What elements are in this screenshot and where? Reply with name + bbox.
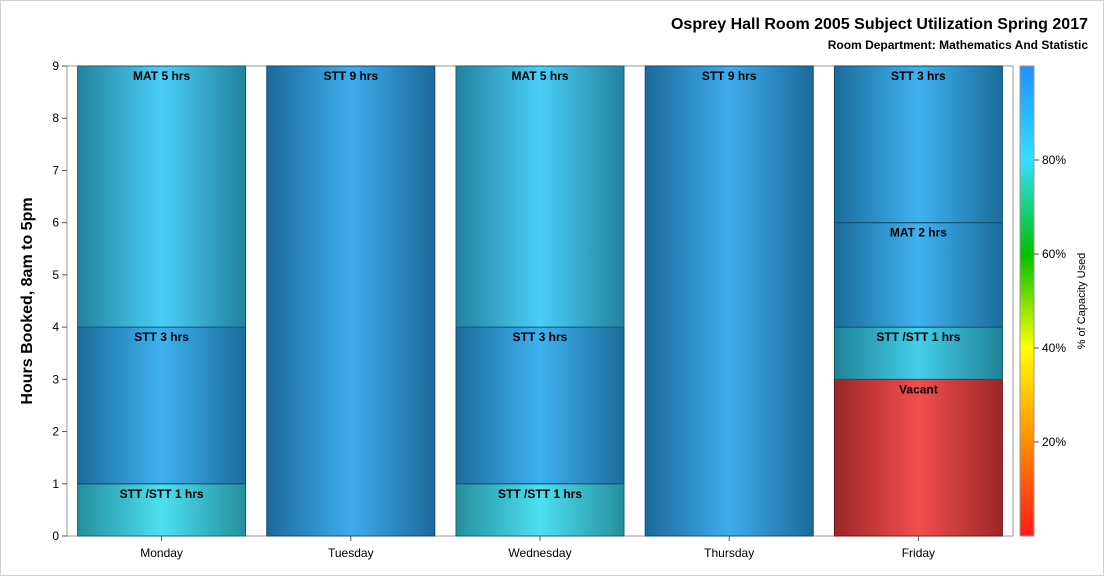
x-tick-label: Friday: [902, 546, 935, 560]
y-tick-label: 7: [52, 163, 59, 177]
bar-segment: [455, 65, 625, 328]
bar-segment: [644, 65, 814, 537]
segment-label: STT 9 hrs: [323, 69, 378, 83]
bar-segment: [833, 378, 1003, 537]
colorbar-tick-label: 20%: [1042, 435, 1066, 449]
segment-label: MAT 5 hrs: [511, 69, 568, 83]
bar-segment: [77, 326, 247, 485]
y-tick-label: 0: [52, 529, 59, 543]
x-axis: Monday Tuesday Wednesday Thursday Friday: [140, 536, 935, 560]
x-tick-label: Monday: [140, 546, 183, 560]
y-axis-label: Hours Booked, 8am to 5pm: [19, 197, 36, 404]
bar-segment: [833, 222, 1003, 328]
bar-segment: [266, 65, 436, 537]
y-tick-label: 6: [52, 216, 59, 230]
colorbar-legend: 20% 40% 60% 80%: [1019, 65, 1066, 537]
segment-label: STT 3 hrs: [513, 330, 568, 344]
x-tick-label: Wednesday: [508, 546, 571, 560]
bar-segment: [77, 65, 247, 328]
chart-subtitle: Room Department: Mathematics And Statist…: [828, 38, 1089, 52]
y-tick-label: 8: [52, 111, 59, 125]
colorbar-tick-label: 40%: [1042, 341, 1066, 355]
colorbar-label: % of Capacity Used: [1076, 253, 1088, 350]
colorbar-gradient: [1019, 65, 1035, 537]
y-tick-label: 2: [52, 425, 59, 439]
y-tick-label: 5: [52, 268, 59, 282]
y-tick-label: 4: [52, 320, 59, 334]
segment-label: MAT 2 hrs: [890, 226, 947, 240]
bar-segment: [833, 65, 1003, 224]
x-tick-label: Tuesday: [328, 546, 374, 560]
segment-label: STT /STT 1 hrs: [498, 487, 582, 501]
bar-segment: [455, 483, 625, 537]
segment-label: STT 3 hrs: [134, 330, 189, 344]
colorbar-tick-label: 80%: [1042, 153, 1066, 167]
y-axis: 0 1 2 3 4 5 6 7 8 9: [52, 59, 67, 543]
y-tick-label: 3: [52, 372, 59, 386]
x-tick-label: Thursday: [704, 546, 754, 560]
bar-segment: [455, 326, 625, 485]
segment-label: STT 9 hrs: [702, 69, 757, 83]
y-tick-label: 1: [52, 477, 59, 491]
plot-area: STT /STT 1 hrs STT 3 hrs MAT 5 hrs STT 9 hr…: [66, 65, 1014, 537]
y-tick-label: 9: [52, 59, 59, 73]
segment-label: STT 3 hrs: [891, 69, 946, 83]
segment-label: STT /STT 1 hrs: [120, 487, 204, 501]
segment-label: MAT 5 hrs: [133, 69, 190, 83]
chart-title: Osprey Hall Room 2005 Subject Utilizatio…: [671, 16, 1088, 33]
colorbar-tick-label: 60%: [1042, 247, 1066, 261]
segment-label: Vacant: [899, 382, 938, 396]
segment-label: STT /STT 1 hrs: [876, 330, 960, 344]
